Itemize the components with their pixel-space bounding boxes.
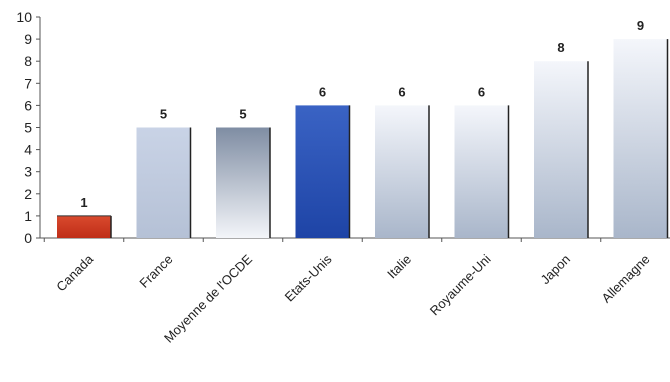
bar: [375, 105, 429, 239]
data-label: 8: [557, 40, 564, 55]
data-label: 9: [637, 18, 644, 33]
data-label: 6: [319, 84, 326, 99]
y-tick-label: 3: [24, 164, 32, 180]
bar: [57, 215, 111, 238]
y-tick-label: 4: [24, 142, 32, 158]
y-tick-label: 8: [24, 53, 32, 69]
category-label: Canada: [53, 251, 96, 294]
bar: [534, 61, 588, 239]
y-tick-label: 6: [24, 97, 32, 113]
data-label: 5: [160, 107, 167, 122]
category-label: Italie: [384, 252, 414, 282]
data-label: 1: [80, 195, 87, 210]
category-label: Japon: [537, 252, 573, 288]
category-label: France: [136, 252, 175, 291]
category-label: Moyenne de l'OCDE: [161, 251, 255, 345]
bars: [57, 39, 669, 239]
bar: [136, 127, 191, 238]
category-label: Royaume-Uni: [427, 251, 494, 318]
bar: [454, 105, 509, 239]
y-tick-label: 9: [24, 31, 32, 47]
y-tick-label: 0: [24, 230, 32, 246]
y-tick-label: 7: [24, 75, 32, 91]
y-tick-label: 1: [24, 208, 32, 224]
category-label: Etats-Unis: [282, 251, 335, 304]
data-label: 5: [239, 107, 246, 122]
data-label: 6: [398, 84, 405, 99]
y-tick-label: 2: [24, 186, 32, 202]
data-label: 6: [478, 84, 485, 99]
bar: [613, 39, 668, 238]
category-label: Allemagne: [599, 252, 653, 306]
y-tick-label: 10: [16, 9, 32, 25]
y-tick-label: 5: [24, 120, 32, 136]
bar: [295, 105, 350, 239]
bar: [216, 127, 270, 238]
